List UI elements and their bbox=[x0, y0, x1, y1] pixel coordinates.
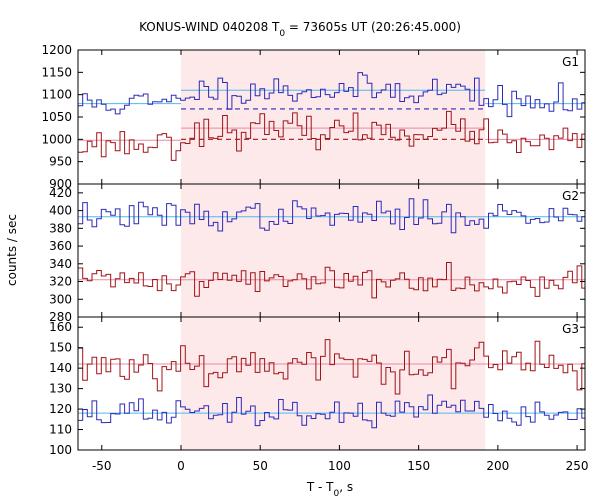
series-g2-blue bbox=[78, 198, 585, 234]
panel-frame-g3 bbox=[77, 316, 586, 451]
x-tick-label: 50 bbox=[253, 459, 268, 473]
x-tick-label: -50 bbox=[92, 459, 112, 473]
y-tick-label-g1: 1050 bbox=[41, 110, 72, 124]
x-tick-label: 150 bbox=[407, 459, 430, 473]
x-axis-label: T - T0, s bbox=[306, 480, 353, 499]
burst-interval-highlight bbox=[180, 50, 486, 450]
y-tick-label-g1: 1150 bbox=[41, 65, 72, 79]
x-tick-label: 100 bbox=[328, 459, 351, 473]
series-g2-red bbox=[78, 262, 585, 299]
y-tick-label-g2: 400 bbox=[49, 204, 72, 218]
y-tick-label-g1: 950 bbox=[49, 155, 72, 169]
y-tick-label-g3: 110 bbox=[49, 423, 72, 437]
y-tick-label-g3: 100 bbox=[49, 443, 72, 457]
y-tick-label-g2: 360 bbox=[49, 239, 72, 253]
data-layer bbox=[78, 72, 585, 429]
x-tick-label: 0 bbox=[177, 459, 185, 473]
y-tick-label-g2: 320 bbox=[49, 275, 72, 289]
series-g1-red bbox=[78, 110, 585, 161]
y-tick-label-g2: 420 bbox=[49, 186, 72, 200]
y-tick-label-g1: 1200 bbox=[41, 43, 72, 57]
y-tick-label-g1: 1100 bbox=[41, 88, 72, 102]
y-tick-label-g3: 140 bbox=[49, 361, 72, 375]
x-tick-label: 250 bbox=[566, 459, 589, 473]
y-axis-label: counts / sec bbox=[5, 214, 19, 286]
chart-title: KONUS-WIND 040208 T0 = 73605s UT (20:26:… bbox=[139, 20, 461, 39]
y-tick-label-g1: 1000 bbox=[41, 132, 72, 146]
y-tick-label-g3: 120 bbox=[49, 402, 72, 416]
panel-label-g1: G1 bbox=[562, 55, 579, 69]
y-tick-label-g3: 160 bbox=[49, 320, 72, 334]
y-tick-label-g2: 380 bbox=[49, 221, 72, 235]
y-tick-label-g3: 150 bbox=[49, 341, 72, 355]
y-tick-label-g2: 340 bbox=[49, 257, 72, 271]
y-tick-label-g2: 300 bbox=[49, 292, 72, 306]
y-tick-label-g2: 280 bbox=[49, 310, 72, 324]
y-tick-label-g1: 900 bbox=[49, 177, 72, 191]
x-tick-label: 200 bbox=[486, 459, 509, 473]
series-g3-red bbox=[78, 339, 585, 395]
series-g3-blue bbox=[78, 394, 585, 429]
axes-layer: 90095010001050110011501200G1280300320340… bbox=[41, 43, 588, 473]
y-tick-label-g3: 130 bbox=[49, 382, 72, 396]
background-layer bbox=[180, 50, 486, 450]
series-g1-blue bbox=[78, 72, 585, 118]
panel-label-g2: G2 bbox=[562, 189, 579, 203]
panel-label-g3: G3 bbox=[562, 322, 579, 336]
